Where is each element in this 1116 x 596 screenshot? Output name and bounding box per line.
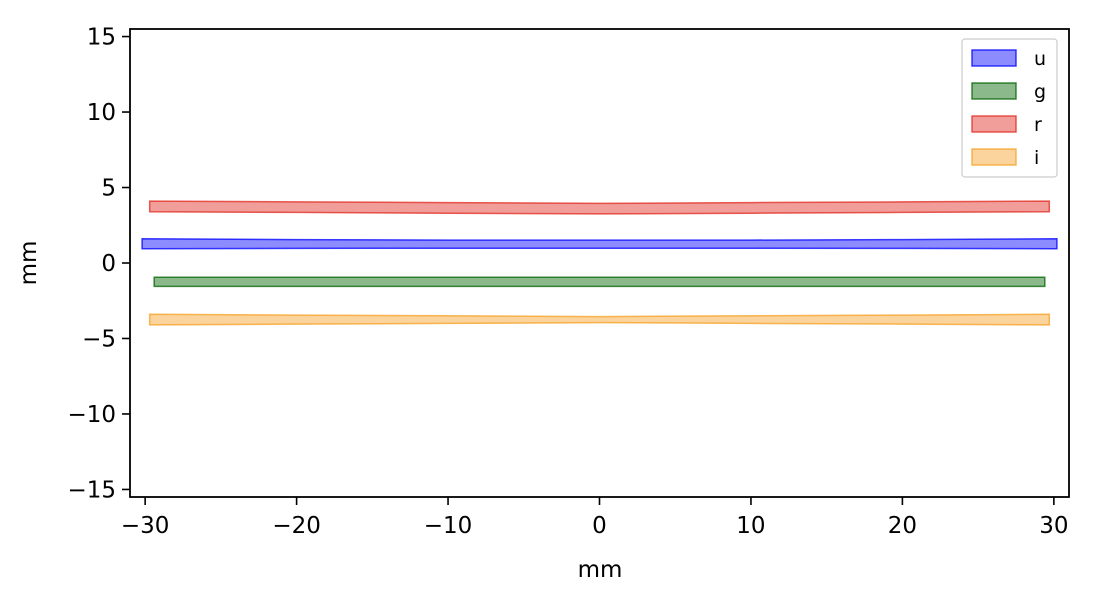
x-tick-label: −10 bbox=[424, 513, 473, 539]
legend-label-i: i bbox=[1034, 147, 1039, 169]
y-axis-label: mm bbox=[16, 241, 42, 286]
y-axis-ticks: −15 −10 −5 0 5 10 15 bbox=[67, 25, 130, 503]
legend-frame bbox=[961, 38, 1058, 178]
y-tick-label: −15 bbox=[67, 477, 116, 503]
legend-swatch-r bbox=[971, 115, 1017, 133]
legend-swatch-u bbox=[971, 49, 1017, 67]
legend-label-u: u bbox=[1034, 48, 1046, 70]
legend-label-g: g bbox=[1034, 81, 1046, 103]
legend-swatch-i bbox=[971, 148, 1017, 166]
band-g bbox=[153, 276, 1046, 288]
band-i bbox=[148, 313, 1051, 326]
y-tick-label: −5 bbox=[82, 326, 116, 352]
data-bands bbox=[141, 200, 1058, 326]
x-tick-label: −20 bbox=[272, 513, 321, 539]
x-tick-label: 20 bbox=[888, 513, 917, 539]
plot-frame bbox=[129, 28, 1070, 498]
x-tick-label: −30 bbox=[121, 513, 170, 539]
x-tick-label: 0 bbox=[592, 513, 607, 539]
band-u bbox=[141, 238, 1058, 250]
band-r bbox=[148, 200, 1051, 215]
x-axis-ticks: −30 −20 −10 0 10 20 30 bbox=[121, 497, 1068, 539]
y-tick-label: 10 bbox=[87, 100, 116, 126]
x-tick-label: 10 bbox=[736, 513, 765, 539]
y-tick-label: 0 bbox=[101, 251, 116, 277]
y-tick-label: 5 bbox=[101, 176, 116, 202]
x-axis-label: mm bbox=[578, 557, 623, 583]
y-tick-label: −10 bbox=[67, 402, 116, 428]
legend-label-r: r bbox=[1034, 114, 1042, 136]
y-tick-label: 15 bbox=[87, 25, 116, 51]
legend-swatch-g bbox=[971, 82, 1017, 100]
x-tick-label: 30 bbox=[1039, 513, 1068, 539]
